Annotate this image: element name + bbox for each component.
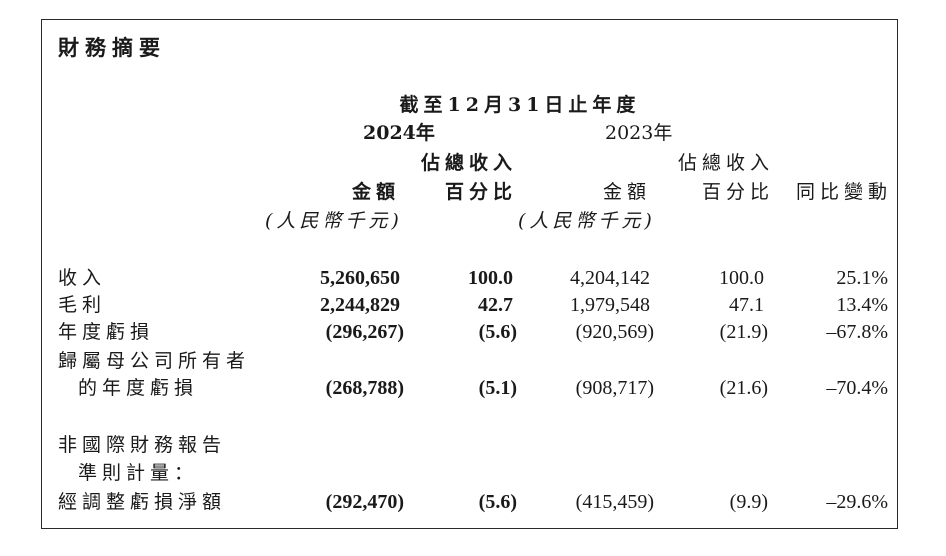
cell-revenue-pct-2023: 100.0	[719, 267, 764, 289]
cell-annual-loss-pct-2023: (21.9)	[719, 321, 768, 343]
row-label-adjusted-net-loss: 經調整虧損淨額	[58, 491, 227, 513]
year-2023-header: 2023年	[605, 122, 673, 144]
change-header: 同比變動	[795, 181, 892, 203]
cell-annual-loss-amt-2024: (296,267)	[325, 321, 404, 343]
row-label-attrib-loss-line2: 的年度虧損	[78, 377, 199, 399]
pct-header-2023-line2: 百分比	[701, 181, 774, 203]
cell-revenue-pct-2024: 100.0	[468, 267, 513, 289]
cell-gross-profit-amt-2023: 1,979,548	[570, 294, 650, 316]
unit-label-2023: (人民幣千元)	[518, 210, 656, 232]
pct-header-2023-line1: 佔總收入	[677, 152, 774, 174]
amount-header-2024: 金額	[351, 181, 400, 203]
cell-attrib-loss-amt-2023: (908,717)	[575, 377, 654, 399]
cell-annual-loss-amt-2023: (920,569)	[575, 321, 654, 343]
cell-revenue-amt-2023: 4,204,142	[570, 267, 650, 289]
period-header: 截至12月31日止年度	[399, 94, 641, 116]
cell-attrib-loss-pct-2024: (5.1)	[478, 377, 517, 399]
row-label-gross-profit: 毛利	[58, 294, 107, 316]
cell-annual-loss-change: –67.8%	[826, 321, 888, 343]
row-label-annual-loss: 年度虧損	[58, 321, 155, 343]
cell-adjusted-loss-amt-2023: (415,459)	[575, 491, 654, 513]
cell-gross-profit-pct-2024: 42.7	[478, 294, 513, 316]
unit-label-2024: (人民幣千元)	[265, 210, 403, 232]
year-2024-header: 2024年	[363, 122, 435, 144]
pct-header-2024-line1: 佔總收入	[420, 152, 517, 174]
cell-gross-profit-pct-2023: 47.1	[729, 294, 764, 316]
page-title: 財務摘要	[58, 35, 166, 60]
summary-frame	[41, 19, 898, 529]
cell-gross-profit-amt-2024: 2,244,829	[320, 294, 400, 316]
cell-adjusted-loss-change: –29.6%	[826, 491, 888, 513]
cell-attrib-loss-pct-2023: (21.6)	[719, 377, 768, 399]
row-label-non-ifrs-line2: 準則計量：	[78, 462, 199, 484]
cell-adjusted-loss-pct-2024: (5.6)	[478, 491, 517, 513]
cell-annual-loss-pct-2024: (5.6)	[478, 321, 517, 343]
row-label-revenue: 收入	[58, 267, 107, 289]
amount-header-2023: 金額	[602, 181, 651, 203]
row-label-attrib-loss: 歸屬母公司所有者	[58, 350, 251, 372]
cell-revenue-change: 25.1%	[836, 267, 888, 289]
cell-gross-profit-change: 13.4%	[836, 294, 888, 316]
row-label-non-ifrs: 非國際財務報告	[58, 434, 227, 456]
cell-adjusted-loss-amt-2024: (292,470)	[325, 491, 404, 513]
cell-attrib-loss-change: –70.4%	[826, 377, 888, 399]
cell-adjusted-loss-pct-2023: (9.9)	[729, 491, 768, 513]
pct-header-2024-line2: 百分比	[444, 181, 517, 203]
cell-attrib-loss-amt-2024: (268,788)	[325, 377, 404, 399]
cell-revenue-amt-2024: 5,260,650	[320, 267, 400, 289]
